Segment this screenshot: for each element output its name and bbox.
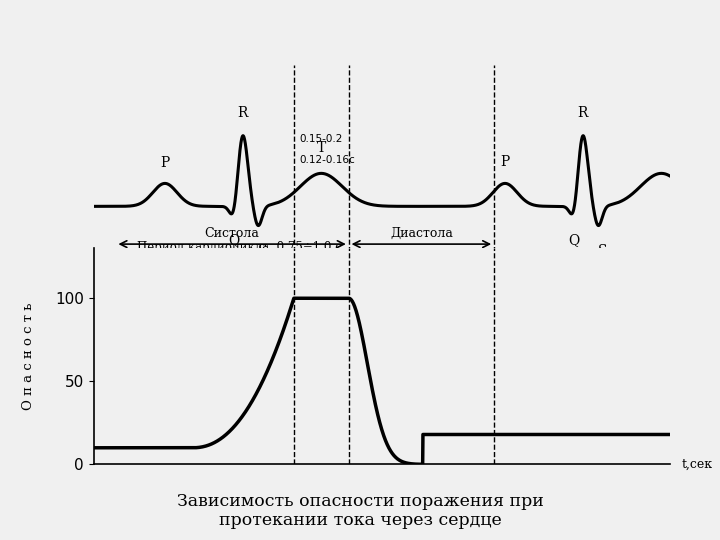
Text: Зависимость опасности поражения при
протекании тока через сердце: Зависимость опасности поражения при прот… [176, 492, 544, 529]
Text: О п а с н о с т ь: О п а с н о с т ь [22, 303, 35, 410]
Text: S: S [598, 244, 608, 258]
Text: Период кардиоцикла  0,75÷1,0 с: Период кардиоцикла 0,75÷1,0 с [138, 240, 342, 254]
Text: P: P [500, 154, 510, 168]
Text: 0.15-0.2: 0.15-0.2 [300, 134, 343, 144]
Text: R: R [577, 105, 588, 119]
Text: Систола: Систола [204, 227, 259, 240]
Text: Диастола: Диастола [390, 227, 453, 240]
Text: P: P [161, 157, 169, 171]
Text: Q: Q [228, 233, 240, 247]
Text: R: R [238, 105, 248, 119]
Text: t,сек: t,сек [681, 458, 712, 471]
Text: Q: Q [569, 233, 580, 247]
Text: S: S [258, 244, 268, 258]
Text: T: T [317, 141, 326, 156]
Text: 0.12-0.16с: 0.12-0.16с [300, 155, 355, 165]
